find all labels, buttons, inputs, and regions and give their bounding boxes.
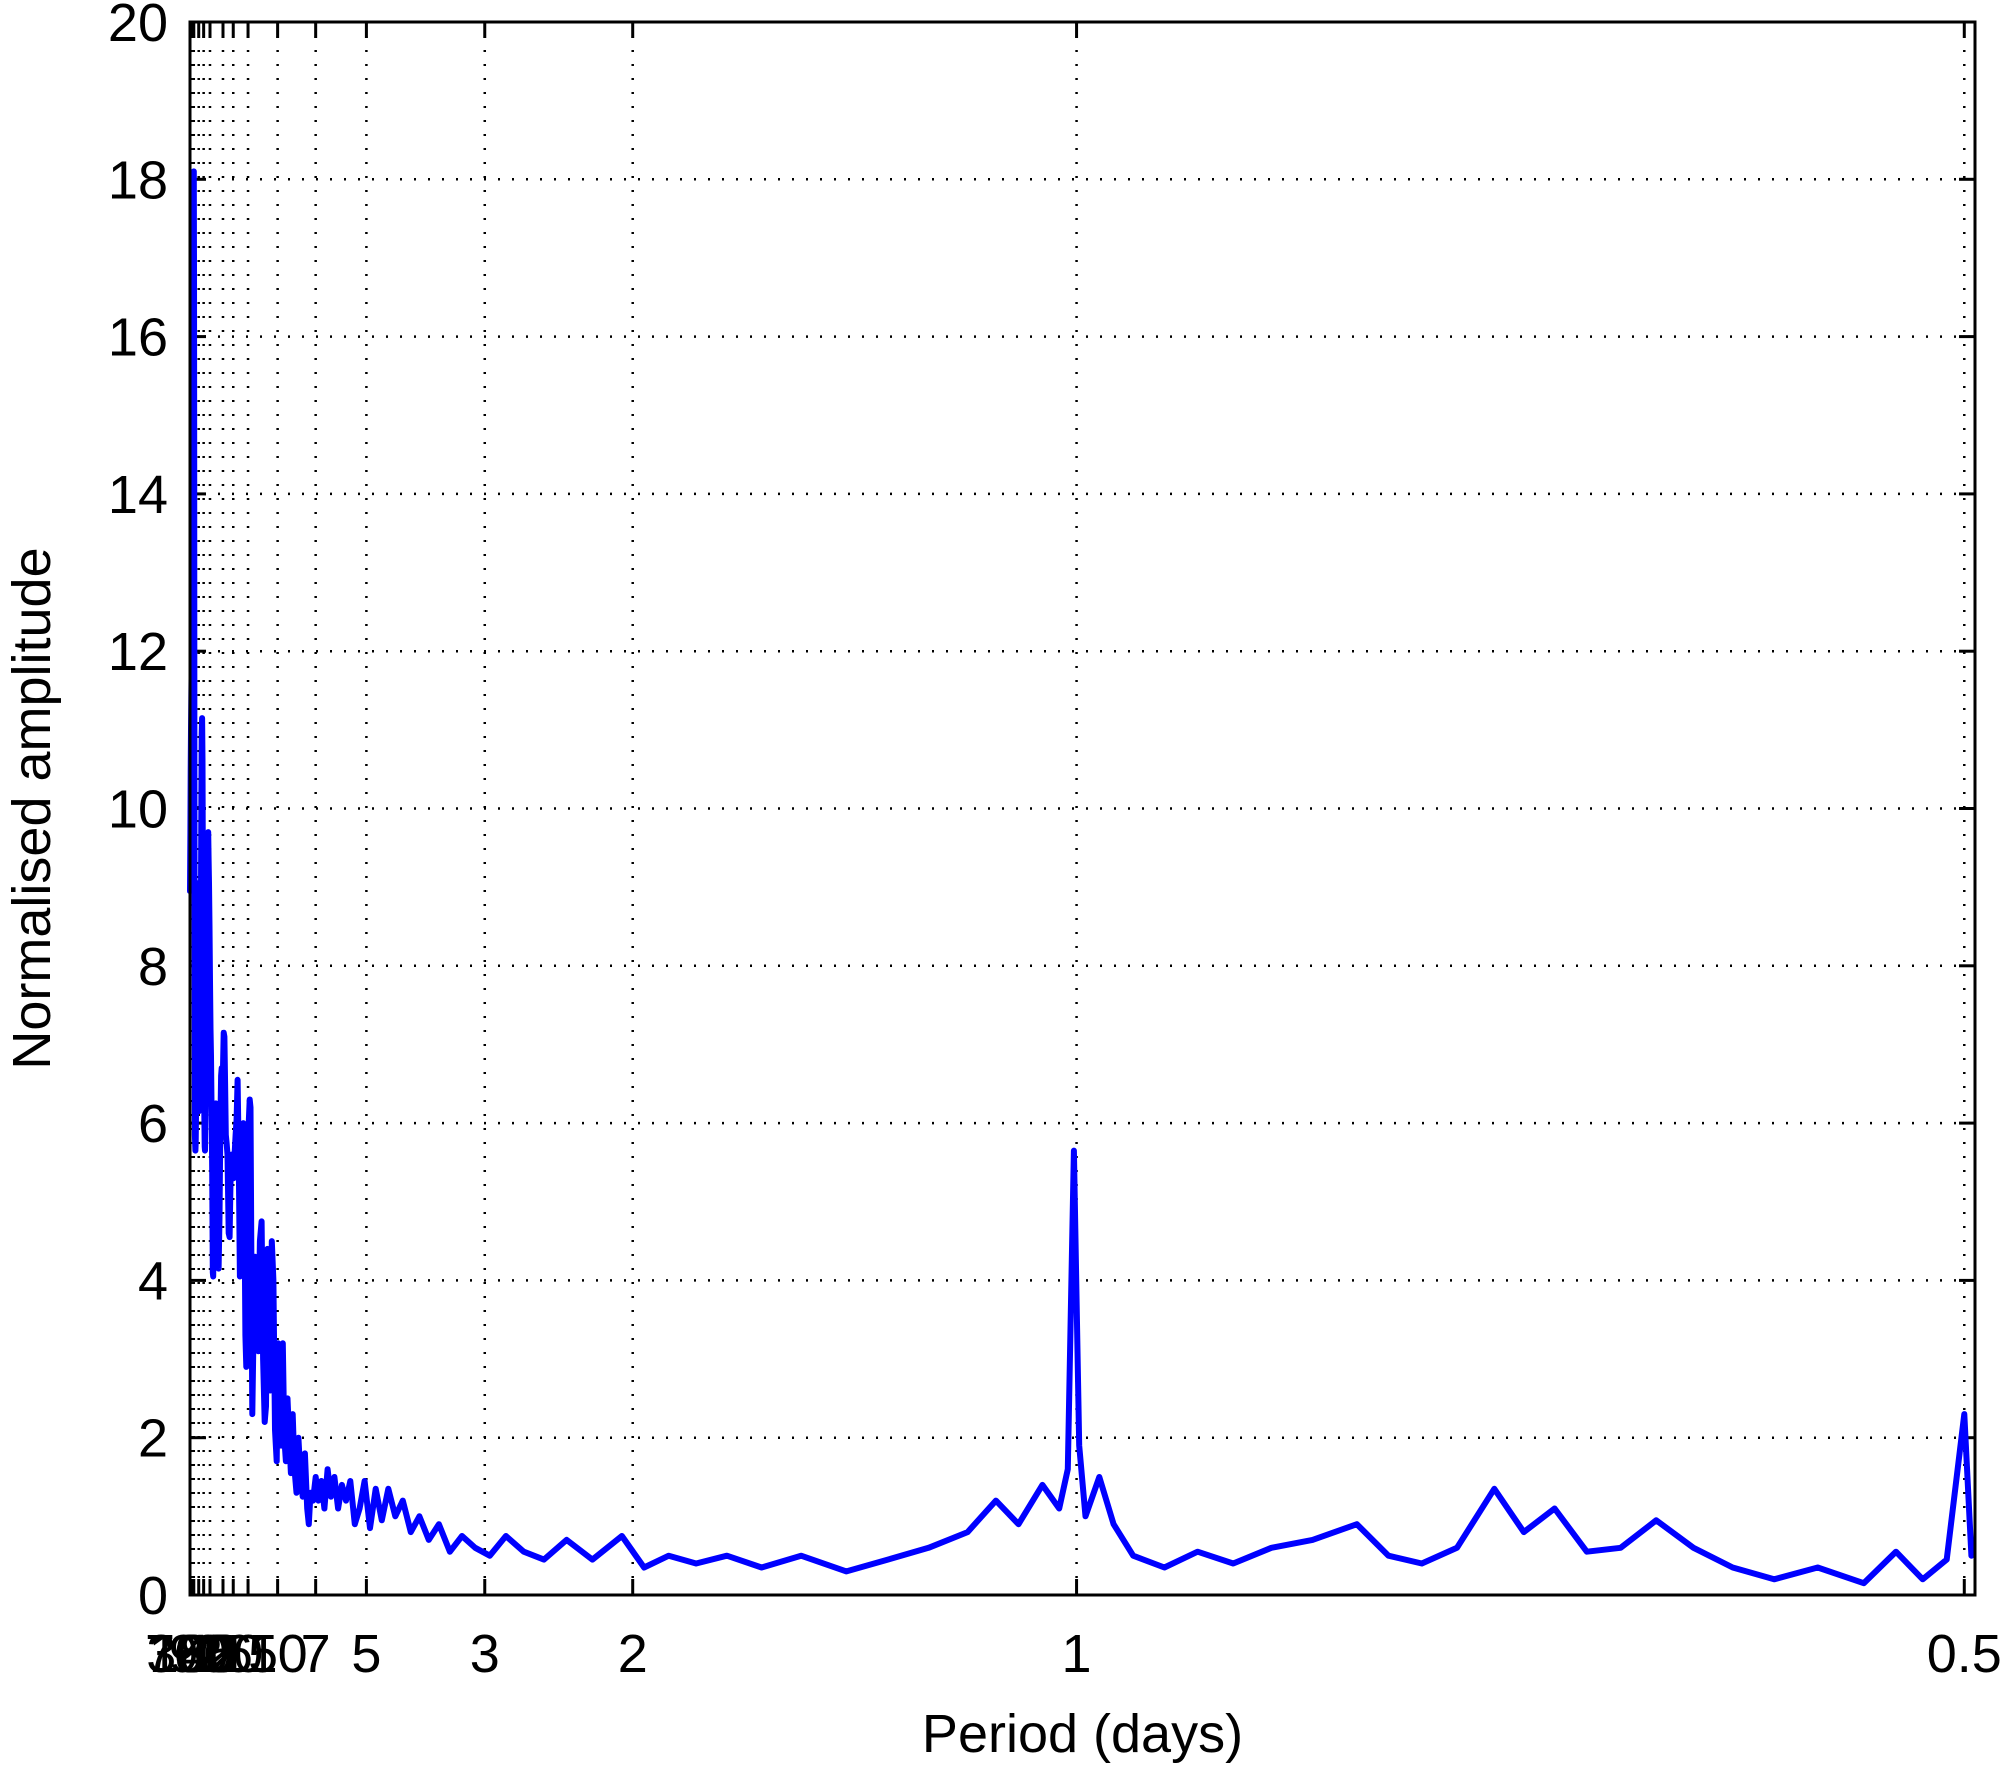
x-tick-label: 60 xyxy=(174,1624,234,1684)
x-tick-label: 2 xyxy=(618,1624,648,1684)
x-tick-label: 42 xyxy=(180,1624,240,1684)
y-tick-label: 4 xyxy=(138,1251,168,1311)
x-tick-label: 365 xyxy=(146,1624,236,1684)
x-tick-label: 3 xyxy=(470,1624,500,1684)
x-tick-label: 26 xyxy=(193,1624,253,1684)
y-axis-label: Normalised amplitude xyxy=(2,547,62,1069)
y-tick-label: 12 xyxy=(108,622,168,682)
y-tick-label: 2 xyxy=(138,1409,168,1469)
y-tick-label: 16 xyxy=(108,308,168,368)
y-tick-label: 18 xyxy=(108,150,168,210)
y-tick-label: 8 xyxy=(138,937,168,997)
series-line-0 xyxy=(187,168,1975,1587)
y-tick-label: 10 xyxy=(108,780,168,840)
x-tick-label: 90 xyxy=(169,1624,229,1684)
plot-frame xyxy=(188,20,1977,1597)
y-tick-label: 14 xyxy=(108,465,168,525)
plot-series xyxy=(187,168,1975,1587)
x-tick-label: 15 xyxy=(218,1624,278,1684)
y-tick-label: 6 xyxy=(138,1094,168,1154)
x-tick-label: 5 xyxy=(351,1624,381,1684)
x-tick-label: 730 xyxy=(145,1624,235,1684)
grid xyxy=(188,22,1975,1595)
x-tick-label: 180 xyxy=(149,1624,239,1684)
x-tick-label: 1 xyxy=(1062,1624,1092,1684)
y-tick-labels: 0 2 4 6 8 10 12 14 16 18 20 xyxy=(108,0,168,1626)
x-tick-label: 7 xyxy=(301,1624,331,1684)
x-tick-label: 10 xyxy=(248,1624,308,1684)
x-tick-label: 20 xyxy=(203,1624,263,1684)
y-tick-label: 20 xyxy=(108,0,168,53)
x-tick-label: 0.5 xyxy=(1927,1624,2002,1684)
x-axis-label: Period (days) xyxy=(922,1704,1243,1764)
y-tick-label: 0 xyxy=(138,1566,168,1626)
